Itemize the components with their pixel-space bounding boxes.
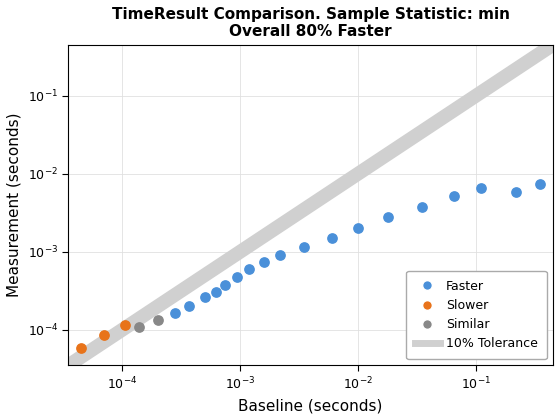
Point (512, 189, 521, 196)
Point (185, 302, 194, 309)
Point (477, 185, 486, 192)
Point (233, 273, 242, 280)
Point (328, 235, 337, 242)
Point (353, 225, 362, 232)
Point (300, 244, 309, 250)
Point (135, 323, 144, 330)
Point (120, 322, 129, 328)
Point (276, 251, 285, 258)
Y-axis label: Measurement (seconds): Measurement (seconds) (7, 113, 22, 297)
Point (153, 316, 162, 323)
Point (260, 258, 269, 265)
Point (450, 192, 459, 199)
Point (170, 310, 179, 316)
Point (211, 288, 220, 295)
Point (221, 281, 230, 288)
Point (99, 332, 108, 339)
Point (245, 266, 254, 273)
Point (418, 203, 427, 210)
Title: TimeResult Comparison. Sample Statistic: min
Overall 80% Faster: TimeResult Comparison. Sample Statistic:… (111, 7, 510, 39)
Point (77, 345, 86, 352)
X-axis label: Baseline (seconds): Baseline (seconds) (239, 398, 383, 413)
Point (384, 213, 393, 220)
Point (200, 294, 209, 301)
Legend: Faster, Slower, Similar, 10% Tolerance: Faster, Slower, Similar, 10% Tolerance (406, 271, 547, 359)
Point (536, 180, 545, 187)
